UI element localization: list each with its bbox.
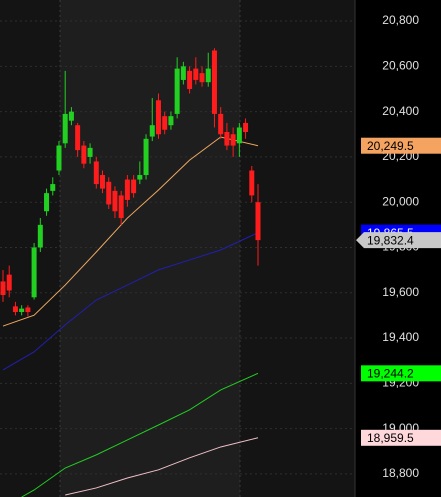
candle-body — [180, 66, 186, 80]
candle-body — [62, 113, 68, 144]
candle-body — [162, 116, 168, 130]
candle-body — [243, 122, 249, 133]
y-tick-label: 19,600 — [382, 285, 419, 299]
moving-average — [21, 372, 259, 497]
candle-body — [205, 68, 211, 83]
y-tick-label: 18,800 — [382, 466, 419, 480]
candle-body — [50, 184, 56, 191]
session-zone — [60, 0, 240, 497]
candle-body — [93, 161, 99, 185]
candle-body — [174, 68, 180, 114]
price-tag — [361, 429, 441, 446]
price-tag-label: 19,244.2 — [367, 366, 414, 380]
candle-body — [131, 179, 137, 194]
moving-average — [2, 136, 259, 327]
candle-body — [81, 145, 87, 164]
candle-body — [19, 308, 25, 313]
y-tick-label: 20,600 — [382, 59, 419, 73]
candle-body — [143, 138, 149, 176]
candle-body — [87, 147, 93, 157]
candle-body — [56, 145, 62, 171]
y-tick-label: 19,400 — [382, 330, 419, 344]
candle-body — [168, 116, 174, 126]
moving-average — [65, 437, 259, 496]
price-tag-label: 19,832.4 — [367, 233, 414, 247]
candle-body — [25, 307, 31, 313]
candle-body — [0, 281, 6, 296]
price-tag-label: 18,959.5 — [367, 431, 414, 445]
candle-body — [106, 181, 112, 205]
moving-average — [2, 232, 259, 371]
candle-body — [118, 195, 124, 219]
candle-body — [224, 132, 230, 146]
price-tag-label: 20,249.5 — [367, 139, 414, 153]
y-tick-label: 20,400 — [382, 104, 419, 118]
candle-body — [230, 134, 236, 146]
candle-body — [75, 125, 81, 151]
candle-body — [68, 111, 74, 121]
candle-body — [199, 73, 205, 83]
candle-body — [44, 193, 50, 212]
candle-body — [155, 100, 161, 135]
candle-body — [37, 224, 43, 248]
candle-body — [236, 127, 242, 144]
price-tag — [356, 232, 441, 249]
candle-body — [31, 247, 37, 298]
y-tick-label: 20,800 — [382, 13, 419, 27]
candle-body — [6, 274, 12, 291]
candle-body — [211, 50, 217, 114]
candle-body — [12, 306, 18, 313]
price-tag — [361, 365, 441, 382]
candle-body — [124, 179, 130, 200]
candle-body — [137, 175, 143, 180]
candle-body — [112, 190, 118, 212]
candle-body — [187, 70, 193, 89]
y-tick-label: 20,000 — [382, 194, 419, 208]
price-tag — [361, 137, 441, 154]
candle-body — [100, 175, 106, 189]
candle-body — [149, 125, 155, 137]
candle-body — [255, 202, 261, 241]
candle-body — [193, 68, 199, 80]
candle-body — [218, 113, 224, 135]
candle-body — [249, 170, 255, 196]
